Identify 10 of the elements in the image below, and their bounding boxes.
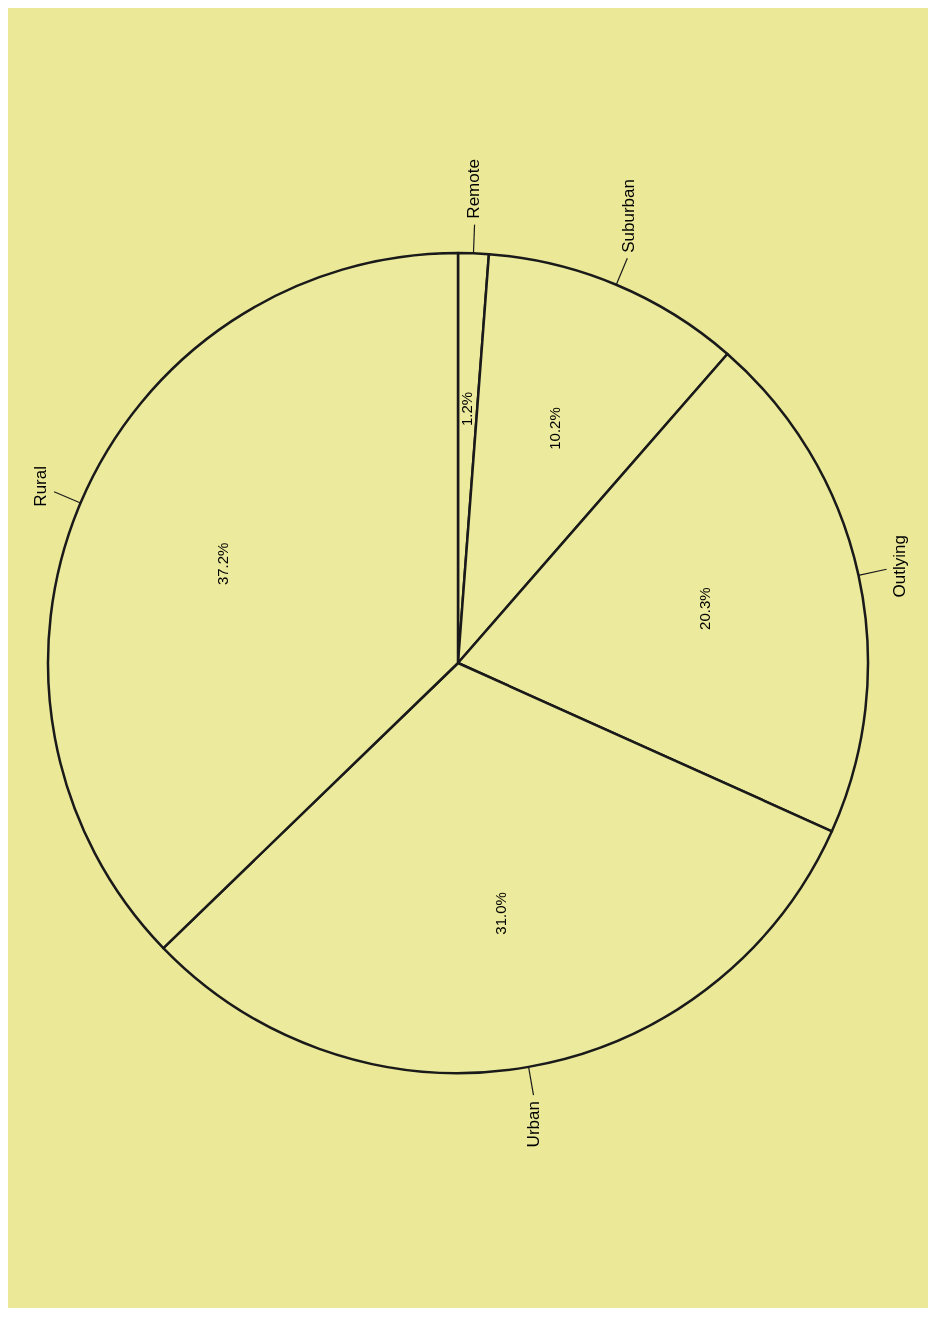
data-label: 31.0% (491, 892, 509, 935)
slice-label: Outlying (889, 535, 909, 598)
data-label: 10.2% (546, 407, 564, 450)
data-label: 1.2% (457, 391, 475, 427)
slice-label: Remote (464, 159, 484, 219)
data-label: 37.2% (213, 542, 231, 586)
slice-label: Rural (30, 466, 50, 507)
slice-label: Urban (524, 1101, 544, 1148)
data-label: 20.3% (696, 587, 714, 630)
slice-label: Suburban (619, 179, 639, 253)
